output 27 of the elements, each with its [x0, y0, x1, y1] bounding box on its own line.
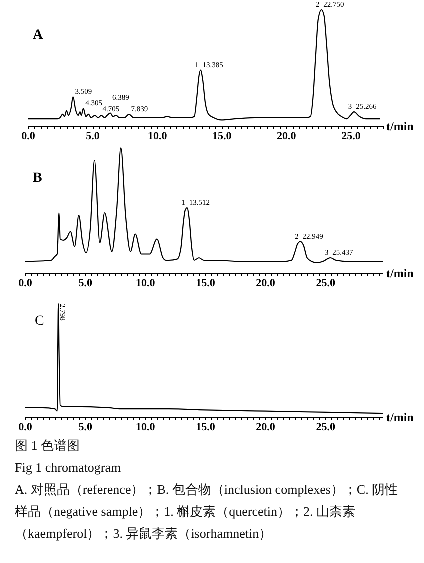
text: A	[33, 28, 44, 43]
x-tick-label: 0.0	[22, 130, 36, 142]
x-tick-label: 0.0	[18, 422, 33, 434]
x-axis-title: t/min	[386, 120, 414, 134]
x-tick-label: 20.0	[256, 422, 276, 434]
x-tick-label: 15.0	[196, 422, 216, 434]
caption: Fig 1 chromatogram	[15, 459, 122, 477]
x-tick-label: 20.0	[256, 278, 276, 290]
x-tick-label: 10.0	[136, 422, 156, 434]
x-axis-title: t/min	[386, 266, 414, 280]
x-tick-label: 25.0	[316, 278, 336, 290]
x-axis-title: t/min	[386, 410, 414, 424]
x-tick-label: 5.0	[78, 422, 93, 434]
x-tick-label: 10.0	[148, 130, 168, 142]
caption: 图 1 色谱图	[15, 437, 81, 455]
x-tick-label: 5.0	[86, 130, 100, 142]
text: B	[33, 171, 42, 186]
x-tick-label: 15.0	[212, 130, 232, 142]
x-tick-label: 5.0	[78, 278, 93, 290]
x-tick-label: 25.0	[316, 422, 336, 434]
text: A. 对照品（reference）；B. 包合物（inclusion complexes）；C. 阴性样品（negative sample）；1. 槲皮素（quercetin）；2. 山柰素（kaempferol）；3. 异鼠李素（isorhamnetin）	[15, 481, 400, 543]
x-tick-label: 20.0	[277, 130, 297, 142]
x-tick-label: 15.0	[196, 278, 216, 290]
x-tick-label: 0.0	[18, 278, 33, 290]
x-tick-label: 25.0	[342, 130, 362, 142]
x-tick-label: 10.0	[136, 278, 156, 290]
text: C	[35, 314, 44, 329]
